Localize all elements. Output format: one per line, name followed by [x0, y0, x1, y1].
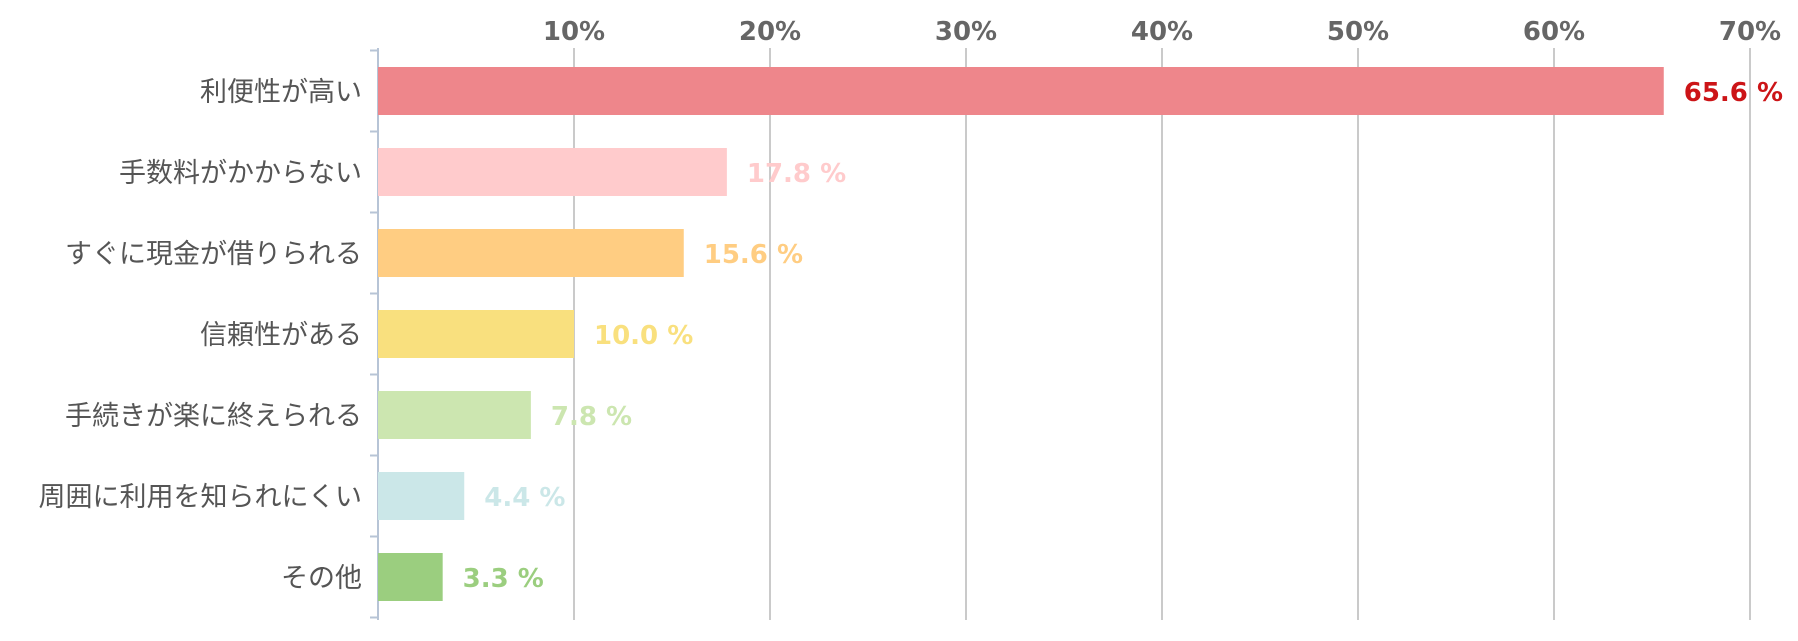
- bar-5: [378, 391, 531, 439]
- x-tick-label: 60%: [1523, 17, 1585, 47]
- value-label: 4.4 %: [484, 483, 565, 513]
- category-label: 信頼性がある: [200, 320, 362, 351]
- y-axis-ticks: [370, 49, 378, 619]
- value-label: 10.0 %: [594, 321, 693, 351]
- bar-2: [378, 148, 727, 196]
- bar-1: [378, 67, 1664, 115]
- value-label: 65.6 %: [1684, 78, 1783, 108]
- category-label: 手数料がかからない: [119, 158, 362, 189]
- category-label: 周囲に利用を知られにくい: [39, 482, 362, 513]
- category-label: 利便性が高い: [200, 77, 362, 108]
- x-tick-label: 50%: [1327, 17, 1389, 47]
- x-axis-tick-labels: 10% 20% 30% 40% 50% 60% 70%: [543, 17, 1781, 47]
- bar-3: [378, 229, 684, 277]
- value-label: 15.6 %: [704, 240, 803, 270]
- x-tick-label: 40%: [1131, 17, 1193, 47]
- bars: [378, 67, 1664, 601]
- category-labels: 利便性が高い手数料がかからないすぐに現金が借りられる信頼性がある手続きが楽に終え…: [39, 77, 362, 594]
- grid-lines: [573, 48, 1751, 620]
- value-labels: 65.6 % 17.8 % 15.6 % 10.0 % 7.8 % 4.4 % 3.3 %: [463, 78, 1783, 594]
- bar-6: [378, 472, 465, 520]
- x-tick-label: 30%: [935, 17, 997, 47]
- category-label: その他: [281, 563, 362, 594]
- value-label: 3.3 %: [463, 564, 544, 594]
- x-tick-label: 20%: [739, 17, 801, 47]
- x-tick-label: 70%: [1719, 17, 1781, 47]
- value-label: 17.8 %: [747, 159, 846, 189]
- value-label: 7.8 %: [551, 402, 632, 432]
- bar-7: [378, 553, 443, 601]
- bar-4: [378, 310, 574, 358]
- category-label: 手続きが楽に終えられる: [65, 401, 362, 432]
- x-tick-label: 10%: [543, 17, 605, 47]
- category-label: すぐに現金が借りられる: [65, 239, 362, 270]
